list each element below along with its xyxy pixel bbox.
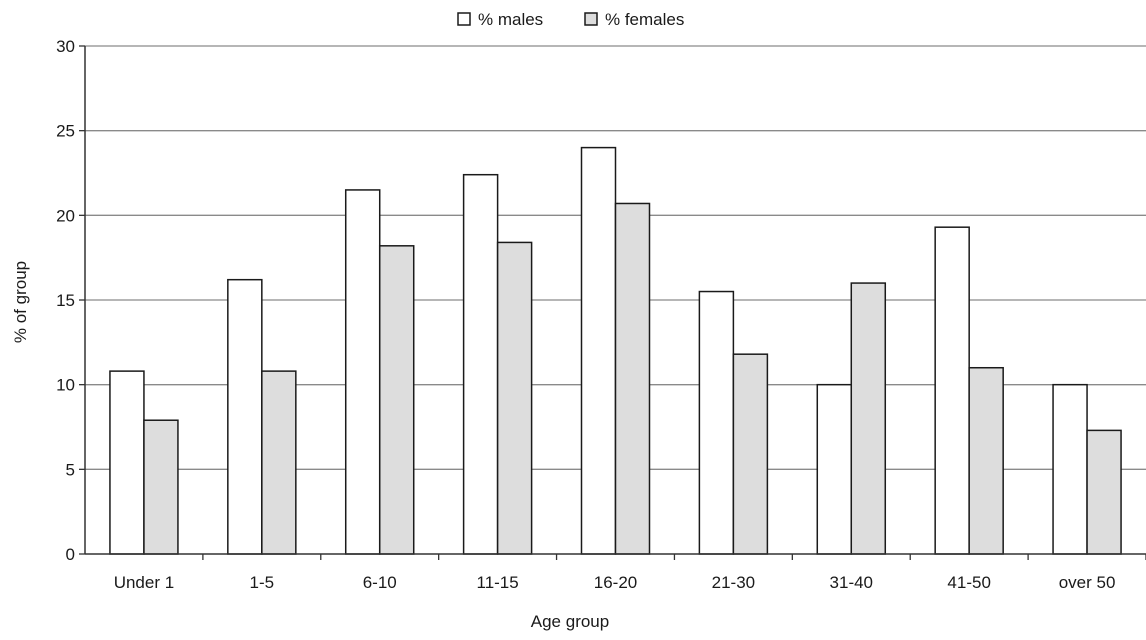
y-tick-label: 0 xyxy=(66,545,75,564)
bar-females xyxy=(378,245,415,555)
legend-swatch xyxy=(584,12,598,26)
bar-males xyxy=(227,278,263,555)
x-tick-label: 21-30 xyxy=(712,573,755,592)
x-tick-label: 31-40 xyxy=(830,573,873,592)
x-tick-labels: Under 1 1-5 6-10 11-15 16-20 21-30 31-40 41-50 o… xyxy=(114,573,1116,592)
x-tick-label: 16-20 xyxy=(594,573,637,592)
y-tick-labels: 0 5 10 15 20 25 30 xyxy=(56,37,75,564)
x-tick-label: over 50 xyxy=(1059,573,1116,592)
legend-label: % females xyxy=(605,10,684,29)
y-tick-label: 15 xyxy=(56,291,75,310)
bar-males xyxy=(698,290,735,555)
bar-females xyxy=(732,353,769,555)
bar-males xyxy=(934,226,970,555)
y-tick-label: 5 xyxy=(66,460,75,479)
bar-females xyxy=(143,419,179,555)
bar-females xyxy=(968,366,1004,555)
y-axis-title: % of group xyxy=(11,261,30,343)
x-axis-title: Age group xyxy=(531,612,609,631)
bars xyxy=(109,146,1122,555)
x-tick-label: 11-15 xyxy=(477,573,519,592)
x-tick-label: 1-5 xyxy=(250,573,275,592)
bar-females xyxy=(614,202,651,555)
y-tick-label: 30 xyxy=(56,37,75,56)
axes xyxy=(79,45,1146,560)
y-tick-label: 20 xyxy=(56,206,75,225)
y-tick-label: 10 xyxy=(56,376,75,395)
x-tick-label: Under 1 xyxy=(114,573,174,592)
legend: % males % females xyxy=(457,10,684,29)
bar-females xyxy=(850,282,887,555)
bar-males xyxy=(816,383,853,555)
bar-males xyxy=(462,173,499,555)
legend-swatch xyxy=(457,12,471,26)
bar-females xyxy=(496,241,533,555)
x-tick-label: 41-50 xyxy=(947,573,990,592)
bar-females xyxy=(261,370,297,555)
x-tick-label: 6-10 xyxy=(363,573,397,592)
bar-males xyxy=(580,146,617,555)
bar-males xyxy=(1052,383,1088,555)
bar-males xyxy=(109,370,145,555)
legend-label: % males xyxy=(478,10,543,29)
bar-males xyxy=(344,189,381,555)
bar-females xyxy=(1086,429,1122,555)
y-tick-label: 25 xyxy=(56,122,75,141)
